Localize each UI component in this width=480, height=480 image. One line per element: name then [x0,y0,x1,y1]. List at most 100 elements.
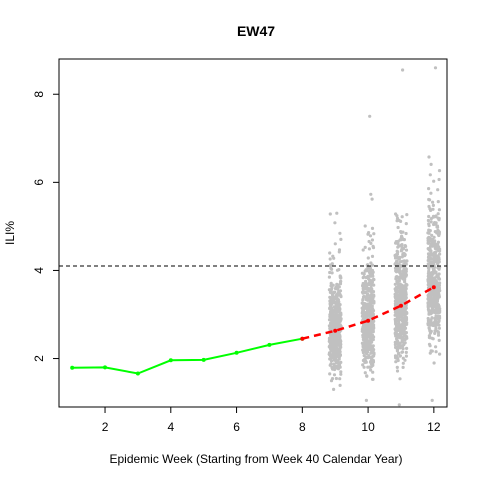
sample-point [333,314,337,318]
sample-point [401,247,406,251]
sample-point [404,354,408,358]
sample-point [403,309,407,313]
observed-point [103,365,107,370]
sample-point [399,249,403,253]
sample-point [372,325,376,329]
sample-point [435,296,439,300]
sample-point [428,236,432,241]
sample-point [362,286,366,290]
sample-point [335,340,339,344]
x-axis: 2 4 6 8 10 12 [102,407,441,434]
chart-title: EW47 [237,23,275,39]
sample-point [399,300,403,304]
sample-point [337,320,341,324]
sample-point [404,315,408,319]
sample-point [393,354,398,358]
sample-point [336,310,340,314]
sample-point [427,248,431,252]
x-axis-label: Epidemic Week (Starting from Week 40 Cal… [109,452,402,466]
sample-point [400,215,404,219]
sample-point [431,239,435,243]
sample-point [372,232,376,236]
sample-point [362,342,366,346]
sample-point [332,318,336,322]
forecast-median-point [366,318,371,323]
sample-point [399,344,403,348]
sample-point [336,307,340,311]
sample-point [404,350,408,354]
sample-point [431,337,435,341]
sample-point [429,208,433,212]
sample-point [427,298,431,303]
sample-point [393,327,397,331]
sample-point [327,339,331,343]
forecast-samples-week-12 [426,66,442,402]
sample-point [370,238,374,242]
observed-point [234,350,239,355]
sample-point [403,253,407,257]
sample-point [397,344,401,348]
sample-point [394,300,398,304]
sample-point [404,248,409,252]
sample-point [438,352,442,356]
sample-point [398,329,403,333]
sample-point [430,257,434,261]
sample-point [337,353,341,357]
observed-point [201,357,206,362]
sample-point [405,346,409,350]
sample-point [429,220,433,224]
sample-point [338,231,342,235]
y-tick-label: 6 [32,179,46,186]
sample-point [365,282,369,286]
sample-point [394,360,398,364]
sample-point [433,66,438,70]
sample-point [435,280,439,284]
sample-point [362,302,366,306]
sample-point [427,187,431,191]
y-tick-label: 2 [32,355,46,362]
sample-point [403,341,407,345]
sample-point [405,259,409,263]
sample-point [433,316,437,320]
sample-point [433,253,437,257]
sample-point [437,177,441,182]
sample-point [432,299,436,303]
sample-point [431,200,435,204]
sample-point [429,162,433,166]
sample-point [369,287,373,292]
sample-point [395,369,400,373]
sample-point [431,203,435,207]
sample-point [433,243,437,247]
sample-point [368,294,372,298]
sample-point [402,266,406,270]
sample-point [369,368,373,372]
sample-point [331,315,335,320]
sample-point [399,272,403,276]
sample-point [426,231,430,235]
sample-point [426,264,430,268]
sample-point [338,383,342,387]
sample-point [400,236,404,240]
sample-point [332,362,336,366]
sample-point [438,310,442,314]
sample-point [437,283,441,287]
sample-point [333,290,337,294]
plot-frame [58,58,448,408]
sample-point [330,271,334,275]
observed-point [70,365,75,370]
sample-point [329,302,334,306]
sample-point [327,288,331,292]
sample-point [362,312,366,316]
sample-point [402,291,407,295]
sample-point [328,363,332,367]
sample-point [437,169,442,173]
sample-point [393,282,397,286]
sample-point [334,376,338,381]
sample-point [336,367,340,371]
x-tick-label: 6 [233,420,240,434]
sample-point [399,291,403,295]
sample-point [401,276,405,280]
sample-point [404,307,408,311]
sample-point [361,308,365,312]
sample-point [400,297,404,301]
